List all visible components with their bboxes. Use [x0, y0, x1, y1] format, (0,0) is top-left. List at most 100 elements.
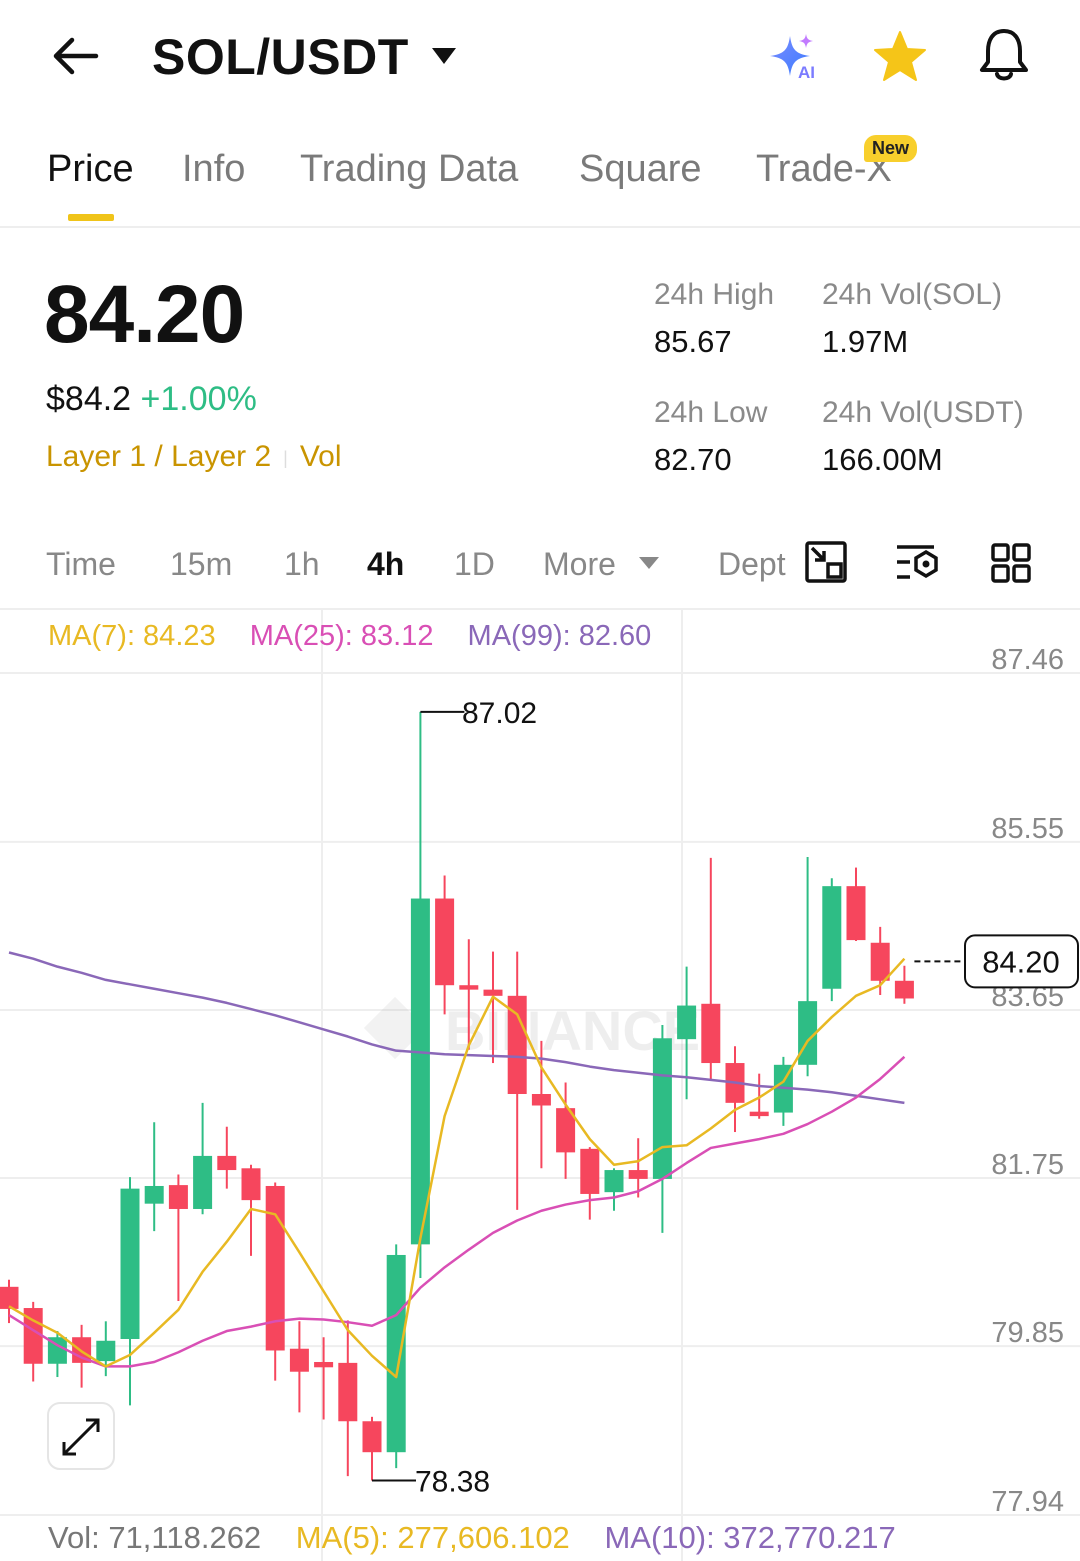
interval-depth[interactable]: Dept	[718, 546, 786, 582]
candle-body	[652, 1038, 672, 1179]
candle-body	[47, 1337, 67, 1364]
candle-body	[580, 1148, 600, 1194]
ma-legend: MA(7): 84.23 MA(25): 83.12 MA(99): 82.60	[48, 620, 651, 653]
candle	[314, 1337, 334, 1420]
candle	[580, 1147, 600, 1220]
candle	[217, 1126, 237, 1189]
interval-4h[interactable]: 4h	[367, 546, 405, 582]
ai-label: AI	[798, 63, 815, 82]
candle	[822, 878, 842, 1002]
candle	[556, 1082, 576, 1179]
candle-body	[241, 1168, 261, 1201]
candle-body	[289, 1348, 309, 1372]
star-icon[interactable]	[872, 30, 928, 84]
more-chevron-icon[interactable]	[638, 556, 660, 570]
interval-more[interactable]: More	[543, 546, 616, 582]
ma25-line	[8, 1055, 906, 1368]
interval-15m[interactable]: 15m	[170, 546, 233, 582]
candle-body	[265, 1185, 285, 1351]
candle	[483, 951, 503, 1064]
candle-body	[386, 1254, 406, 1453]
vol-sol-value: 1.97M	[822, 324, 909, 359]
candle	[362, 1416, 382, 1481]
last-price-box	[964, 934, 1079, 989]
bell-icon[interactable]	[976, 26, 1032, 84]
candle	[701, 857, 721, 1081]
back-arrow-icon[interactable]	[50, 36, 100, 76]
candle	[798, 856, 818, 1077]
candle-body	[362, 1421, 382, 1453]
ma-lines-layer	[8, 951, 906, 1379]
candle-body	[749, 1111, 769, 1117]
candle-body	[338, 1362, 358, 1422]
y-tick-label: 85.55	[991, 813, 1064, 845]
candle	[386, 1244, 406, 1469]
grid-layout-icon[interactable]	[990, 542, 1032, 584]
candle	[120, 1177, 140, 1406]
tab-info[interactable]: Info	[182, 148, 246, 190]
vol-ma5-label: MA(5): 277,606.102	[295, 1520, 570, 1555]
vol-ma10-label: MA(10): 372,770.217	[604, 1520, 896, 1555]
vol-legend: Vol: 71,118.262 MA(5): 277,606.102 MA(10…	[48, 1520, 896, 1556]
high-label: 24h High	[654, 278, 775, 311]
interval-1d[interactable]: 1D	[454, 546, 495, 582]
fullscreen-exit-icon[interactable]	[804, 540, 848, 584]
candle	[23, 1301, 43, 1382]
y-tick-label: 81.75	[991, 1149, 1064, 1181]
chart-grid	[0, 608, 1080, 1561]
ma99-label: MA(99): 82.60	[467, 620, 652, 652]
high-marker-label: 87.02	[462, 697, 537, 730]
candle-body	[531, 1094, 551, 1106]
y-tick-label: 87.46	[991, 644, 1064, 676]
tab-price[interactable]: Price	[47, 148, 134, 190]
tag-row: Layer 1 / Layer 2 | Vol	[46, 440, 342, 474]
interval-time[interactable]: Time	[46, 546, 116, 582]
top-bar: SOL/USDT AI	[0, 0, 1080, 120]
candle-body	[217, 1155, 237, 1171]
low-marker-label: 78.38	[415, 1466, 490, 1499]
y-tick-label: 77.94	[991, 1486, 1064, 1518]
expand-chart-button[interactable]	[47, 1402, 115, 1470]
candle-body	[120, 1188, 140, 1339]
tab-trading-data[interactable]: Trading Data	[300, 148, 519, 190]
candle	[725, 1046, 745, 1133]
tab-square[interactable]: Square	[579, 148, 702, 190]
candle	[604, 1168, 624, 1211]
candle-body	[894, 980, 914, 999]
interval-1h[interactable]: 1h	[284, 546, 320, 582]
candle	[289, 1321, 309, 1413]
tag-vol[interactable]: Vol	[299, 440, 342, 473]
indicator-settings-icon[interactable]	[894, 542, 942, 584]
candle	[47, 1331, 67, 1378]
ma7-line	[8, 957, 906, 1379]
candle	[410, 711, 430, 1278]
active-tab-indicator	[68, 214, 114, 221]
pair-title[interactable]: SOL/USDT	[152, 29, 409, 85]
candle	[144, 1122, 164, 1232]
candle-body	[435, 898, 455, 986]
candle	[894, 965, 914, 1004]
candle-body	[0, 1286, 19, 1309]
candle-body	[459, 985, 479, 990]
vol-sol-label: 24h Vol(SOL)	[822, 278, 1003, 311]
candle	[773, 1056, 793, 1126]
candle-body	[483, 989, 503, 996]
ma25-label: MA(25): 83.12	[249, 620, 434, 652]
usd-price: $84.2	[46, 380, 132, 418]
tag-layer[interactable]: Layer 1 / Layer 2	[46, 440, 272, 473]
high-value: 85.67	[654, 324, 732, 359]
candle-body	[168, 1185, 188, 1209]
vol-usdt-value: 166.00M	[822, 442, 943, 477]
chevron-down-icon[interactable]	[430, 46, 458, 66]
candle	[435, 875, 455, 1015]
candle-body	[193, 1155, 213, 1209]
new-badge: New	[864, 135, 918, 162]
last-price: 84.20	[44, 269, 245, 360]
ai-sparkle-icon[interactable]: AI	[764, 30, 826, 82]
candlestick-chart[interactable]: BINANCE 87.02 78.38 87.4685.5583.6581.75…	[0, 608, 1080, 1561]
expand-icon	[62, 1418, 100, 1456]
candle	[338, 1320, 358, 1477]
interval-bar: Time 15m 1h 4h 1D More Dept	[0, 530, 1080, 610]
candle-body	[628, 1170, 648, 1179]
